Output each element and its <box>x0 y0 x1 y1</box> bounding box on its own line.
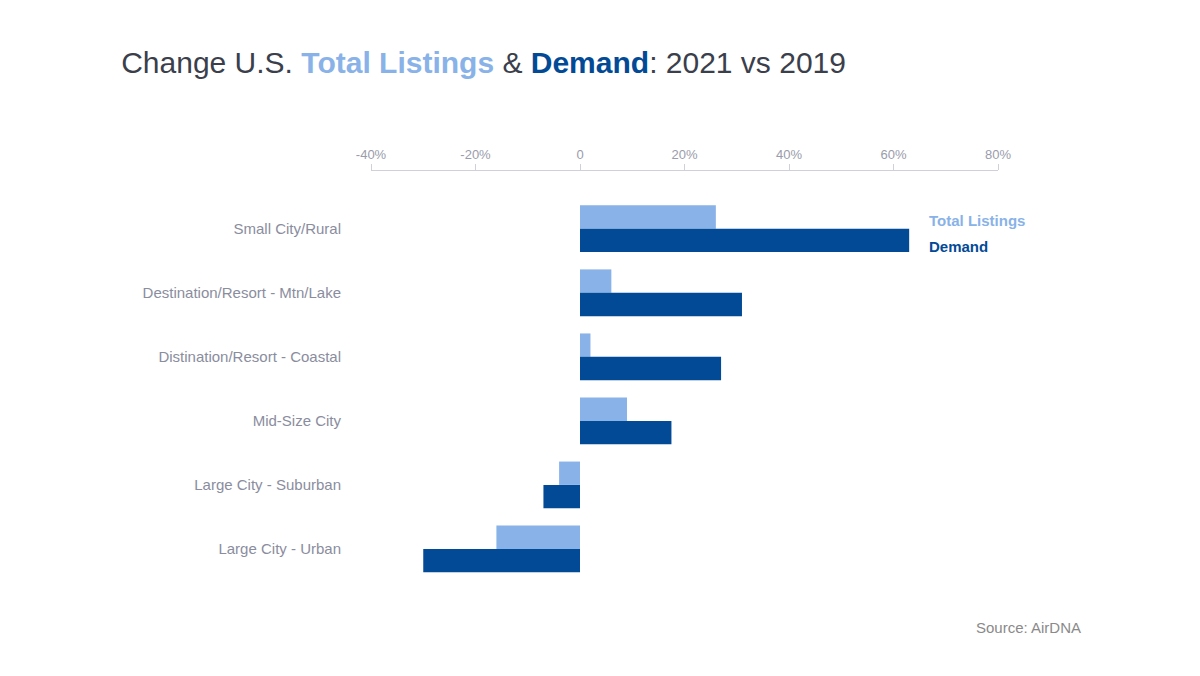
svg-text:Mid-Size City: Mid-Size City <box>253 412 342 429</box>
svg-text:Small City/Rural: Small City/Rural <box>233 220 341 237</box>
svg-text:Destination/Resort - Mtn/Lake: Destination/Resort - Mtn/Lake <box>143 284 341 301</box>
svg-text:Large City - Urban: Large City - Urban <box>218 540 341 557</box>
svg-text:Distination/Resort - Coastal: Distination/Resort - Coastal <box>158 348 341 365</box>
svg-text:40%: 40% <box>776 147 802 162</box>
svg-text:Source: AirDNA: Source: AirDNA <box>976 619 1081 636</box>
svg-text:Large City - Suburban: Large City - Suburban <box>194 476 341 493</box>
svg-text:Demand: Demand <box>929 238 988 255</box>
svg-text:80%: 80% <box>985 147 1011 162</box>
svg-text:Change U.S. Total Listings & D: Change U.S. Total Listings & Demand: 202… <box>121 46 846 79</box>
svg-text:60%: 60% <box>880 147 906 162</box>
svg-text:-20%: -20% <box>460 147 491 162</box>
svg-text:20%: 20% <box>671 147 697 162</box>
svg-text:Total Listings: Total Listings <box>929 212 1025 229</box>
svg-text:0: 0 <box>576 147 583 162</box>
svg-text:-40%: -40% <box>356 147 387 162</box>
